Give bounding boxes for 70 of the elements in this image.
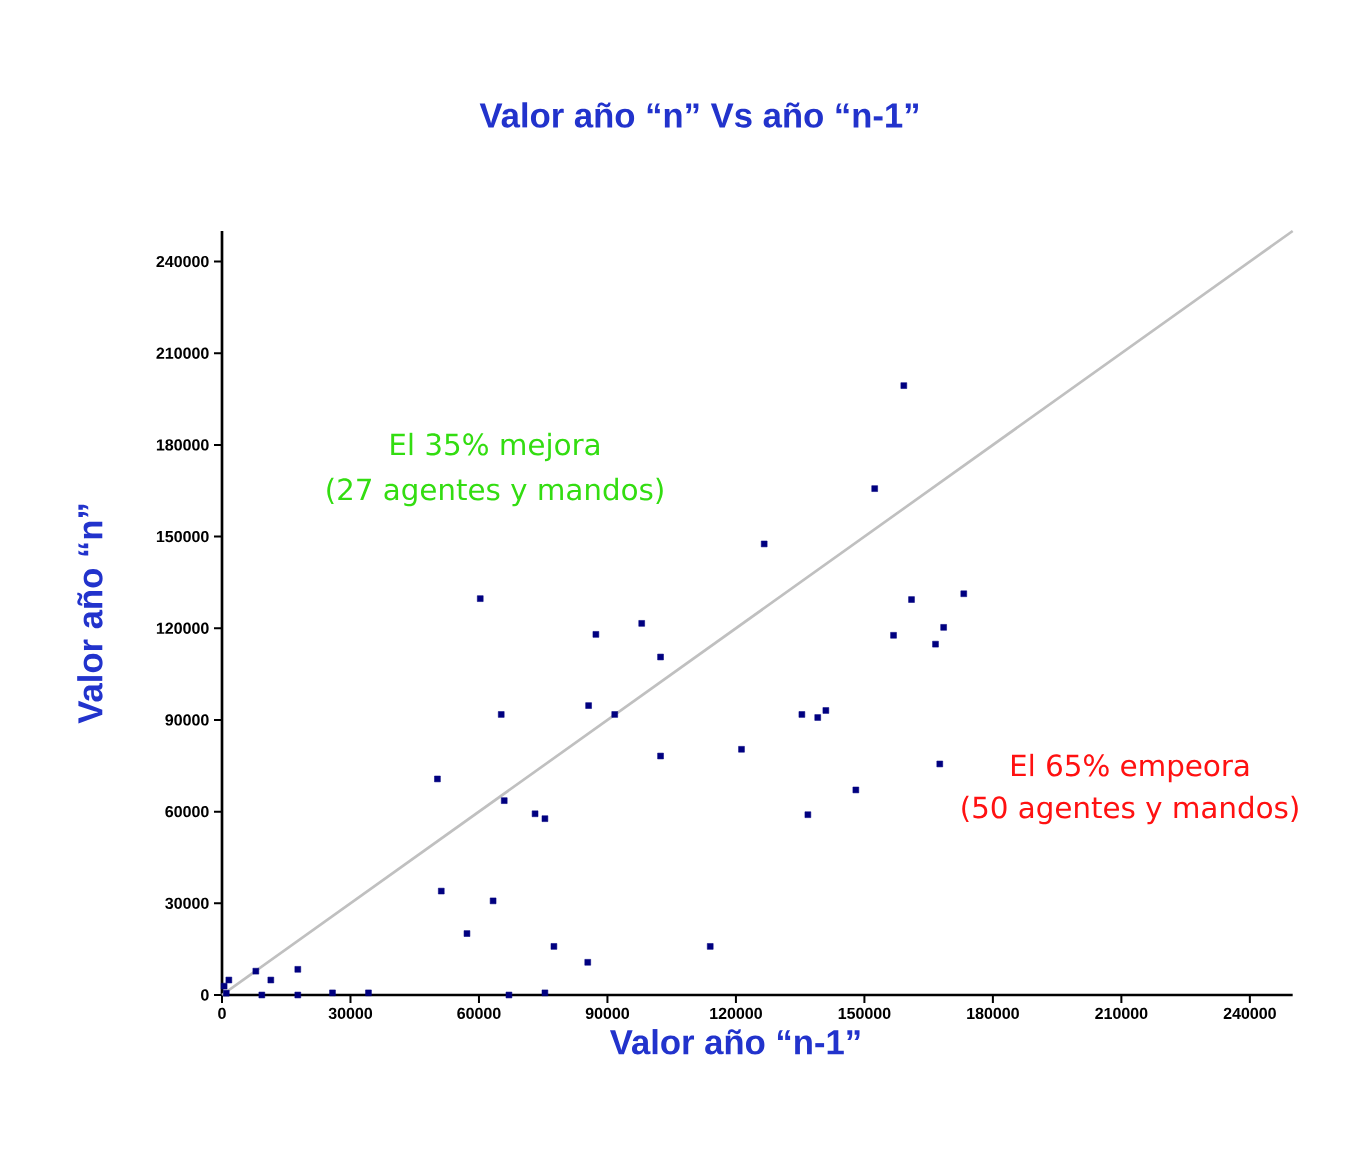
point [822,707,830,714]
point [252,967,260,975]
x-tick-label: 60000 [457,1007,501,1020]
point [798,711,806,718]
y-tick-label: 120000 [156,622,209,634]
point [611,711,618,718]
x-tick-label: 90000 [585,1007,630,1020]
point [960,590,967,597]
y-tick-label: 90000 [165,714,209,726]
y-tick-label: 30000 [165,897,209,909]
point [438,887,445,895]
point [294,991,302,999]
point [871,485,878,492]
point [932,640,939,648]
point [852,786,860,794]
point [585,702,592,709]
point [657,752,664,760]
chart-title: Valor año “n” Vs año “n-1” [479,102,918,128]
point [531,810,539,817]
point [804,811,812,818]
point [365,989,372,997]
point [936,760,943,768]
y-tick-label: 60000 [165,805,209,818]
point [294,966,302,973]
y-tick-label: 210000 [156,347,209,359]
point [900,382,908,389]
point [434,775,441,783]
point [267,976,275,984]
point [477,595,484,602]
point [541,815,549,822]
x-tick-label: 210000 [1095,1007,1148,1020]
annotation: (50 agentes y mandos) [962,795,1298,825]
y-tick-label: 180000 [156,439,209,451]
y-tick-label: 240000 [156,255,209,268]
point [541,989,549,997]
point [505,991,513,999]
point [489,897,497,905]
x-axis-title: Valor año “n-1” [609,1029,860,1055]
point [814,714,821,721]
point [760,540,768,548]
point [584,959,591,966]
point [498,711,505,718]
x-tick-label: 150000 [838,1007,891,1020]
y-tick-label: 150000 [156,530,209,543]
point [258,991,266,999]
point [908,596,915,603]
point [592,631,600,638]
point [550,943,558,950]
x-tick-label: 0 [218,1007,226,1020]
point [220,982,228,990]
point [501,797,508,804]
point [329,989,336,997]
point [738,746,745,753]
point [225,976,233,984]
annotation: El 35% mejora [391,432,599,462]
y-axis-title: Valor año “n” [77,504,103,724]
x-tick-label: 30000 [328,1007,373,1020]
point [890,632,897,639]
annotation: El 65% empeora [1012,753,1249,783]
point [657,653,664,661]
x-tick-label: 240000 [1223,1007,1276,1020]
annotation: (27 agentes y mandos) [327,477,663,507]
point [223,989,230,997]
point [638,620,645,627]
x-tick-label: 120000 [710,1007,762,1020]
point [463,930,471,937]
point [707,943,714,950]
x-tick-label: 180000 [967,1007,1019,1020]
point [940,624,947,631]
y-tick-label: 0 [201,989,209,1001]
